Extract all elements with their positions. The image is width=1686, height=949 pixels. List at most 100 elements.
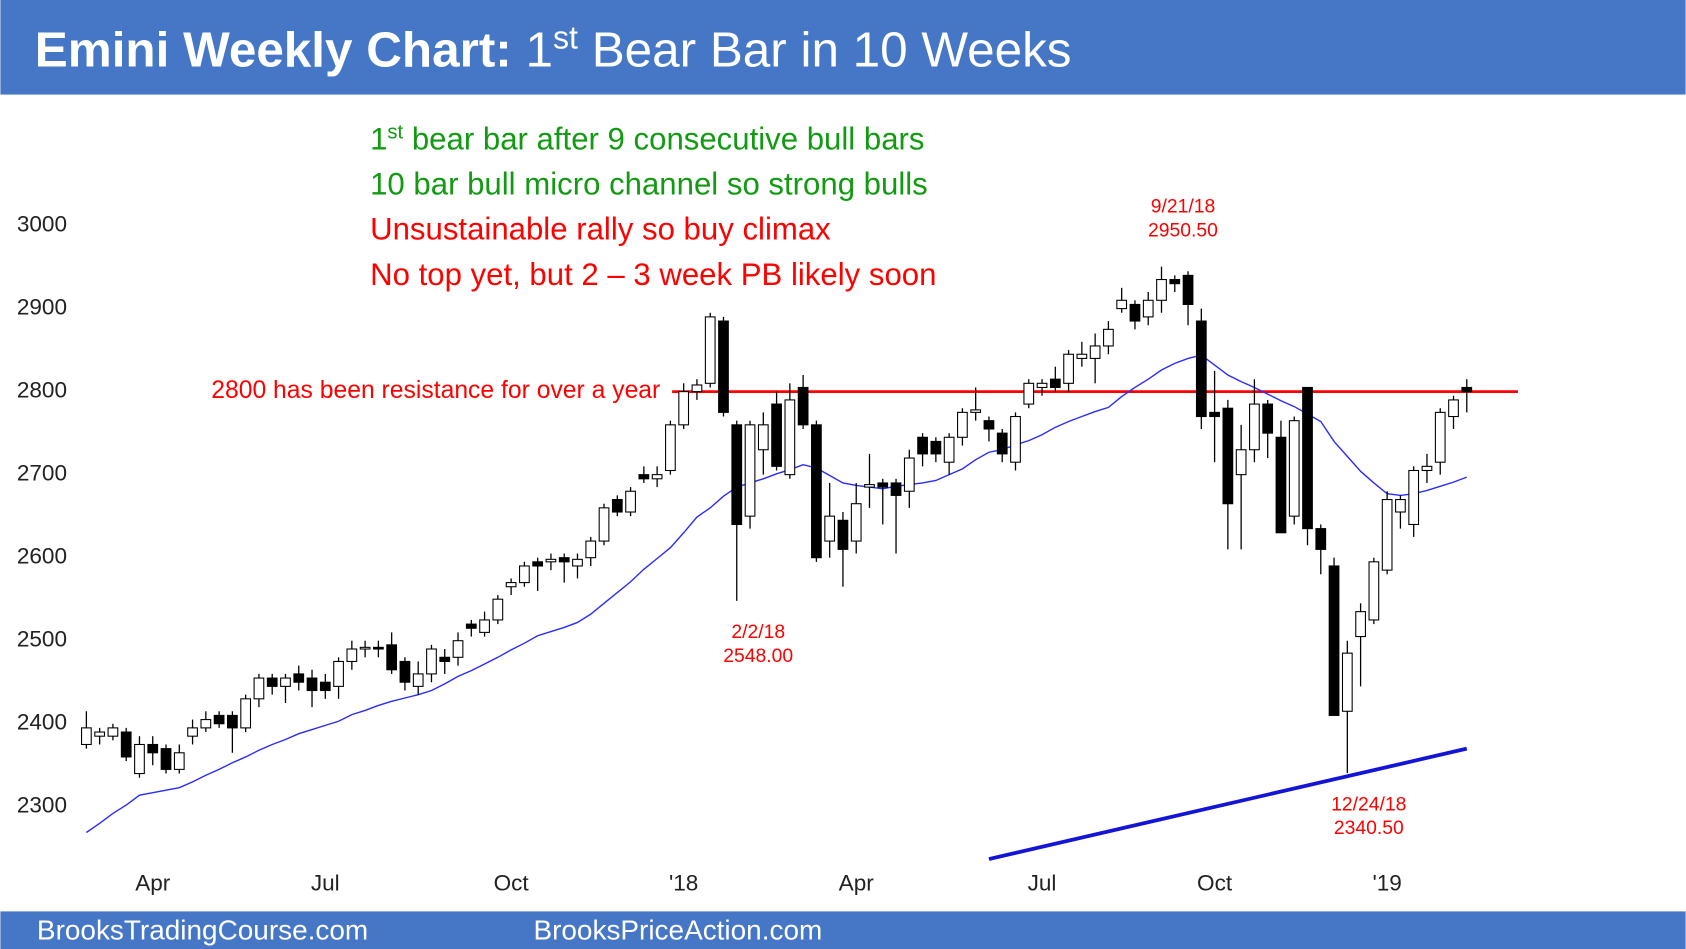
y-tick-label: 3000 bbox=[17, 212, 67, 237]
trend-line bbox=[988, 746, 1468, 861]
candle-body bbox=[399, 660, 411, 683]
candle-body bbox=[306, 677, 318, 692]
moving-average bbox=[85, 354, 1468, 834]
candle-body bbox=[1341, 652, 1353, 712]
candle-body bbox=[173, 752, 185, 770]
point-date: 9/21/18 bbox=[1151, 196, 1216, 218]
candle-body bbox=[665, 424, 676, 472]
candle-body bbox=[704, 316, 716, 384]
candle-body bbox=[1448, 399, 1459, 418]
x-tick-label: '19 bbox=[1372, 870, 1401, 895]
candle-body bbox=[731, 424, 743, 526]
candle-body bbox=[1222, 407, 1234, 505]
candle-body bbox=[465, 623, 477, 629]
x-tick-label: Oct bbox=[494, 870, 530, 895]
annotation: No top yet, but 2 – 3 week PB likely soo… bbox=[370, 257, 936, 292]
candle-body bbox=[147, 743, 159, 754]
x-tick-label: Apr bbox=[135, 870, 171, 895]
annotation: 10 bar bull micro channel so strong bull… bbox=[370, 167, 928, 202]
candle-body bbox=[877, 482, 889, 488]
candle-body bbox=[160, 748, 172, 770]
candle-body bbox=[864, 484, 875, 488]
candle-body bbox=[227, 714, 238, 729]
candle-body bbox=[625, 490, 636, 513]
candle-body bbox=[585, 540, 597, 559]
candle-body bbox=[1023, 382, 1035, 405]
candle-body bbox=[187, 727, 198, 737]
candle-body bbox=[1116, 299, 1128, 310]
candle-body bbox=[797, 386, 809, 426]
candle-body bbox=[598, 507, 610, 542]
x-tick-label: Jul bbox=[311, 870, 340, 895]
candle-body bbox=[930, 440, 942, 455]
x-tick-label: Oct bbox=[1197, 870, 1233, 895]
candle-body bbox=[1076, 353, 1088, 359]
candle-body bbox=[996, 432, 1008, 455]
candle-body bbox=[917, 436, 928, 455]
footer-right: BrooksPriceAction.com bbox=[533, 914, 822, 945]
text-part: Bear Bar in 10 Weeks bbox=[578, 23, 1072, 78]
text-part: 10 bar bull micro channel so strong bull… bbox=[370, 167, 928, 202]
candle-body bbox=[943, 436, 955, 463]
candle-body bbox=[651, 474, 663, 480]
candle-body bbox=[1408, 469, 1420, 526]
y-tick-label: 2500 bbox=[17, 627, 67, 652]
y-tick-label: 2700 bbox=[17, 461, 67, 486]
candle-body bbox=[545, 558, 557, 563]
text-part: st bbox=[387, 121, 403, 143]
candle-body bbox=[811, 424, 822, 559]
candle-body bbox=[1156, 278, 1167, 301]
candle-body bbox=[1421, 465, 1433, 472]
candle-body bbox=[718, 320, 729, 413]
candle-body bbox=[1249, 403, 1260, 451]
candle-body bbox=[492, 598, 504, 621]
candle-body bbox=[638, 474, 650, 480]
candle-body bbox=[333, 660, 344, 687]
resistance-label: 2800 has been resistance for over a year bbox=[211, 377, 660, 404]
candle-body bbox=[134, 743, 145, 775]
candle-body bbox=[439, 656, 451, 662]
candle-body bbox=[1461, 386, 1473, 393]
candle-body bbox=[957, 411, 968, 438]
candle-body bbox=[611, 499, 623, 513]
candle-body bbox=[691, 384, 703, 393]
candle-body bbox=[479, 619, 490, 633]
candle-body bbox=[293, 673, 305, 683]
y-tick-label: 2400 bbox=[17, 710, 67, 735]
plot: 2300 2400 2500 2600 2700 2800 2900 3000 Apr Jul Oc… bbox=[17, 121, 1518, 895]
candle-body bbox=[519, 565, 530, 584]
point-value: 2340.50 bbox=[1334, 817, 1404, 839]
point-value: 2950.50 bbox=[1148, 219, 1218, 241]
candle-body bbox=[1355, 611, 1366, 638]
candle-body bbox=[558, 557, 570, 563]
x-tick-label: Apr bbox=[839, 870, 875, 895]
y-tick-label: 2800 bbox=[17, 378, 67, 403]
candle-body bbox=[319, 681, 331, 692]
footer-left: BrooksTradingCourse.com bbox=[37, 914, 368, 945]
x-tick-label: '18 bbox=[669, 870, 698, 895]
candle-body bbox=[94, 731, 106, 737]
title: Emini Weekly Chart: 1st Bear Bar in 10 W… bbox=[35, 20, 1072, 78]
annotation: 1st bear bar after 9 consecutive bull ba… bbox=[370, 121, 924, 156]
candle-body bbox=[572, 558, 583, 567]
candle-body bbox=[1169, 278, 1181, 285]
candle-body bbox=[757, 424, 769, 451]
text-part: Emini Weekly Chart: bbox=[35, 23, 512, 78]
candle-body bbox=[280, 677, 291, 687]
candle-body bbox=[1381, 499, 1393, 571]
candle-body bbox=[373, 646, 384, 650]
candle-body bbox=[983, 420, 995, 430]
candle-body bbox=[1209, 411, 1220, 418]
candle-body bbox=[1288, 420, 1300, 517]
candle-body bbox=[903, 457, 915, 492]
candle-body bbox=[412, 673, 424, 687]
candle-body bbox=[213, 714, 225, 725]
candle-body bbox=[1010, 415, 1021, 463]
y-tick-label: 2600 bbox=[17, 544, 67, 569]
candle-body bbox=[890, 482, 902, 496]
candle-body bbox=[1315, 528, 1327, 550]
candle-body bbox=[744, 424, 756, 517]
candle-body bbox=[1103, 328, 1114, 347]
candle-body bbox=[452, 640, 464, 658]
